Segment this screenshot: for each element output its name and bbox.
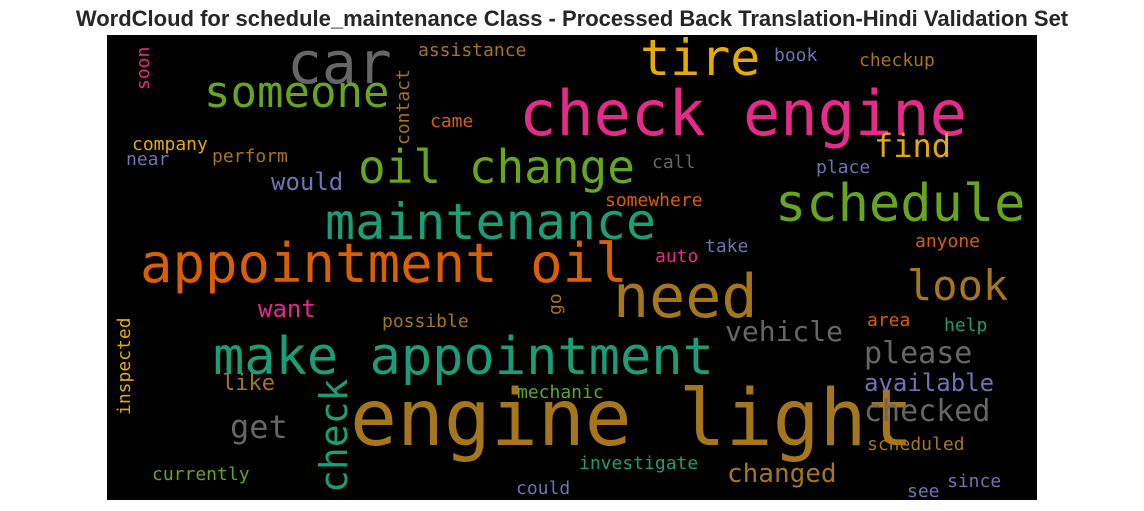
- word-find: find: [874, 127, 951, 165]
- word-book: book: [774, 45, 818, 66]
- word-place: place: [816, 157, 870, 178]
- word-see: see: [907, 481, 940, 500]
- word-came: came: [430, 111, 473, 132]
- word-scheduled: scheduled: [867, 434, 965, 455]
- wordcloud-canvas: check engine engine light make appointment…: [107, 35, 1037, 500]
- word-check-engine: check engine: [519, 77, 967, 150]
- word-vehicle: vehicle: [725, 315, 843, 348]
- word-someone: someone: [204, 67, 389, 118]
- word-help: help: [944, 315, 987, 336]
- word-could: could: [516, 478, 570, 499]
- word-currently: currently: [152, 464, 250, 485]
- word-available: available: [864, 369, 994, 397]
- word-need: need: [613, 262, 758, 332]
- word-tire: tire: [640, 35, 760, 87]
- wordcloud-background: [107, 35, 1037, 500]
- word-call: call: [652, 152, 695, 173]
- word-changed: changed: [727, 459, 837, 489]
- word-near: near: [126, 149, 170, 170]
- word-schedule: schedule: [775, 174, 1025, 234]
- word-please: please: [864, 336, 972, 371]
- word-would: would: [271, 168, 343, 196]
- word-since: since: [947, 471, 1001, 492]
- word-checkup: checkup: [859, 50, 935, 71]
- word-assistance: assistance: [418, 40, 526, 61]
- word-make-appointment: make appointment: [213, 327, 714, 387]
- word-anyone: anyone: [915, 231, 980, 252]
- word-soon: soon: [133, 47, 154, 90]
- word-maintenance: maintenance: [325, 193, 656, 251]
- word-area: area: [867, 310, 910, 331]
- word-somewhere: somewhere: [605, 190, 703, 211]
- word-oil-change: oil change: [358, 140, 635, 194]
- word-possible: possible: [382, 311, 469, 332]
- word-company: company: [132, 134, 208, 155]
- word-checked: checked: [864, 394, 990, 429]
- word-check: check: [312, 378, 356, 493]
- word-perform: perform: [212, 146, 288, 167]
- chart-title: WordCloud for schedule_maintenance Class…: [75, 6, 1069, 31]
- word-contact: contact: [393, 69, 414, 145]
- word-go: go: [545, 293, 566, 315]
- word-auto: auto: [655, 246, 698, 267]
- word-car: car: [287, 35, 392, 97]
- word-take: take: [705, 236, 748, 257]
- word-look: look: [907, 261, 1008, 310]
- word-inspected: inspected: [114, 317, 135, 415]
- word-like: like: [222, 371, 275, 396]
- word-want: want: [258, 295, 316, 323]
- word-get: get: [230, 408, 288, 446]
- word-appointment-oil: appointment oil: [140, 232, 628, 295]
- word-engine-light: engine light: [350, 374, 914, 464]
- word-investigate: investigate: [579, 453, 698, 474]
- word-mechanic: mechanic: [517, 382, 604, 403]
